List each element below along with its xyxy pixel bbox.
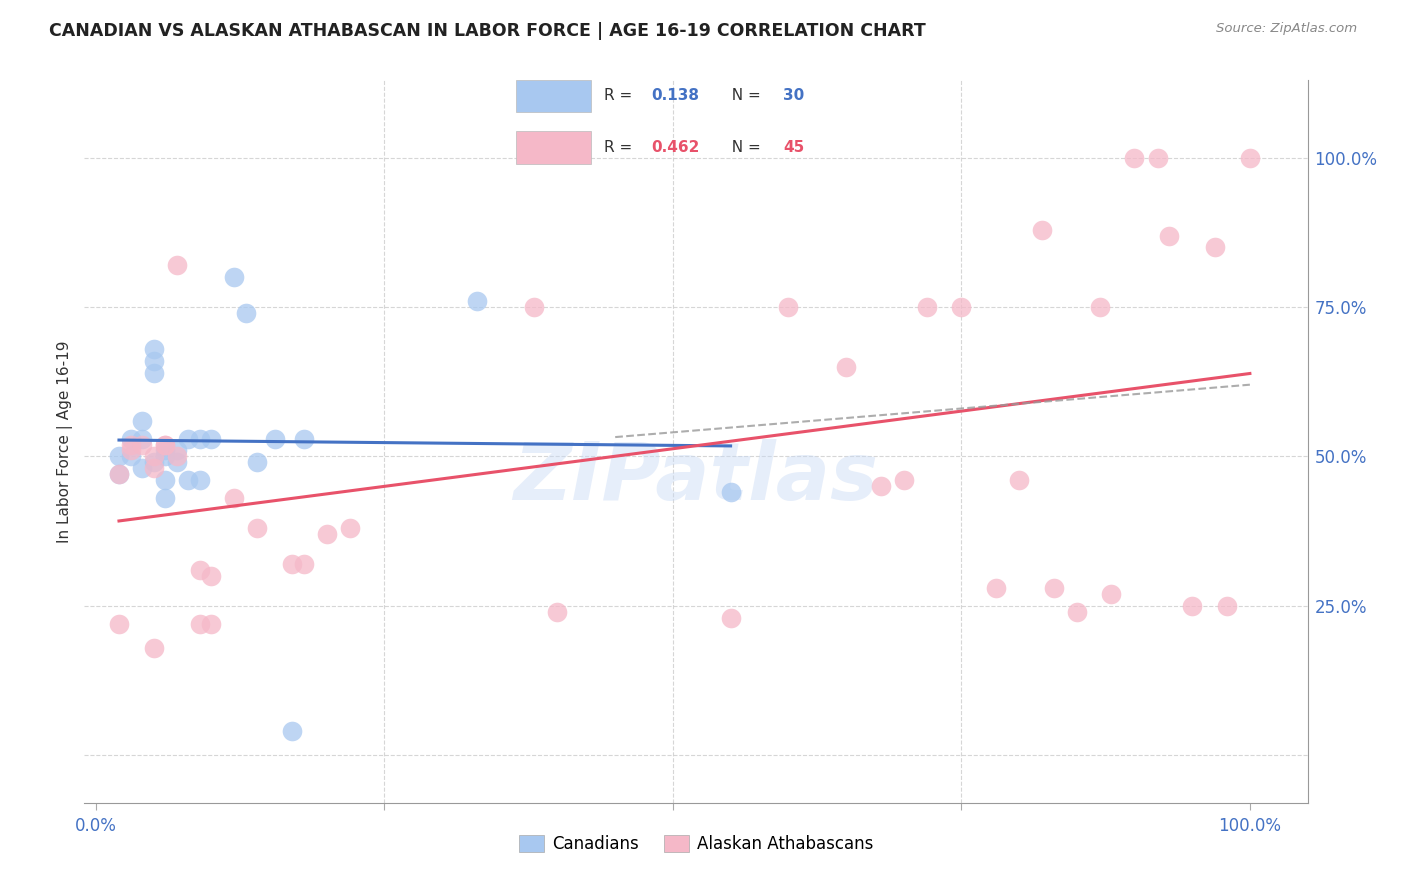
- Point: [120, 450, 142, 464]
- Point: [1008, 474, 1031, 488]
- Point: [1159, 228, 1181, 243]
- Point: [108, 616, 131, 631]
- Point: [224, 491, 246, 506]
- Point: [1204, 240, 1226, 254]
- Text: Source: ZipAtlas.com: Source: ZipAtlas.com: [1216, 22, 1357, 36]
- Point: [142, 461, 165, 475]
- Y-axis label: In Labor Force | Age 16-19: In Labor Force | Age 16-19: [58, 340, 73, 543]
- Point: [166, 450, 188, 464]
- Point: [177, 474, 200, 488]
- Text: 0.138: 0.138: [651, 88, 699, 103]
- Point: [153, 491, 176, 506]
- Point: [246, 455, 269, 469]
- Point: [153, 437, 176, 451]
- Point: [292, 432, 315, 446]
- Point: [177, 432, 200, 446]
- Point: [1042, 581, 1064, 595]
- Point: [281, 724, 304, 739]
- Bar: [516, 131, 591, 163]
- Point: [1146, 151, 1168, 165]
- Point: [153, 474, 176, 488]
- Point: [720, 485, 742, 500]
- Point: [1181, 599, 1204, 613]
- Point: [915, 300, 938, 314]
- Text: 0.462: 0.462: [651, 140, 700, 155]
- Point: [200, 616, 222, 631]
- Point: [292, 557, 315, 571]
- Text: N =: N =: [723, 88, 766, 103]
- Point: [1239, 151, 1261, 165]
- Point: [893, 474, 915, 488]
- Point: [131, 432, 153, 446]
- Point: [131, 414, 153, 428]
- Point: [984, 581, 1007, 595]
- Point: [188, 616, 211, 631]
- Point: [1099, 587, 1122, 601]
- Point: [108, 467, 131, 482]
- Point: [120, 443, 142, 458]
- Point: [166, 443, 188, 458]
- Point: [142, 455, 165, 469]
- Point: [1123, 151, 1146, 165]
- Text: 30: 30: [783, 88, 804, 103]
- Point: [166, 259, 188, 273]
- Text: N =: N =: [723, 140, 766, 155]
- Point: [1088, 300, 1111, 314]
- Point: [142, 366, 165, 380]
- Point: [142, 640, 165, 655]
- Bar: [516, 79, 591, 112]
- Point: [188, 432, 211, 446]
- Point: [142, 354, 165, 368]
- Text: CANADIAN VS ALASKAN ATHABASCAN IN LABOR FORCE | AGE 16-19 CORRELATION CHART: CANADIAN VS ALASKAN ATHABASCAN IN LABOR …: [49, 22, 927, 40]
- Text: R =: R =: [605, 140, 637, 155]
- Point: [523, 300, 546, 314]
- Point: [246, 521, 269, 535]
- Point: [153, 437, 176, 451]
- Point: [120, 432, 142, 446]
- Point: [281, 557, 304, 571]
- Point: [142, 342, 165, 356]
- Point: [153, 450, 176, 464]
- Text: ZIPatlas: ZIPatlas: [513, 439, 879, 516]
- Point: [188, 563, 211, 577]
- Point: [200, 569, 222, 583]
- Point: [950, 300, 973, 314]
- Point: [142, 450, 165, 464]
- Point: [835, 359, 858, 374]
- Point: [131, 437, 153, 451]
- Point: [869, 479, 891, 493]
- Point: [200, 432, 222, 446]
- Point: [1216, 599, 1239, 613]
- Point: [224, 270, 246, 285]
- Text: R =: R =: [605, 88, 637, 103]
- Point: [1066, 605, 1088, 619]
- Point: [120, 437, 142, 451]
- Point: [131, 461, 153, 475]
- Text: 45: 45: [783, 140, 804, 155]
- Point: [339, 521, 361, 535]
- Point: [720, 610, 742, 624]
- Point: [166, 455, 188, 469]
- Point: [315, 527, 337, 541]
- Point: [235, 306, 257, 320]
- Point: [1031, 222, 1053, 236]
- Point: [778, 300, 800, 314]
- Point: [108, 467, 131, 482]
- Legend: Canadians, Alaskan Athabascans: Canadians, Alaskan Athabascans: [512, 828, 880, 860]
- Point: [153, 443, 176, 458]
- Point: [188, 474, 211, 488]
- Point: [465, 294, 488, 309]
- Point: [108, 450, 131, 464]
- Point: [547, 605, 569, 619]
- Point: [263, 432, 285, 446]
